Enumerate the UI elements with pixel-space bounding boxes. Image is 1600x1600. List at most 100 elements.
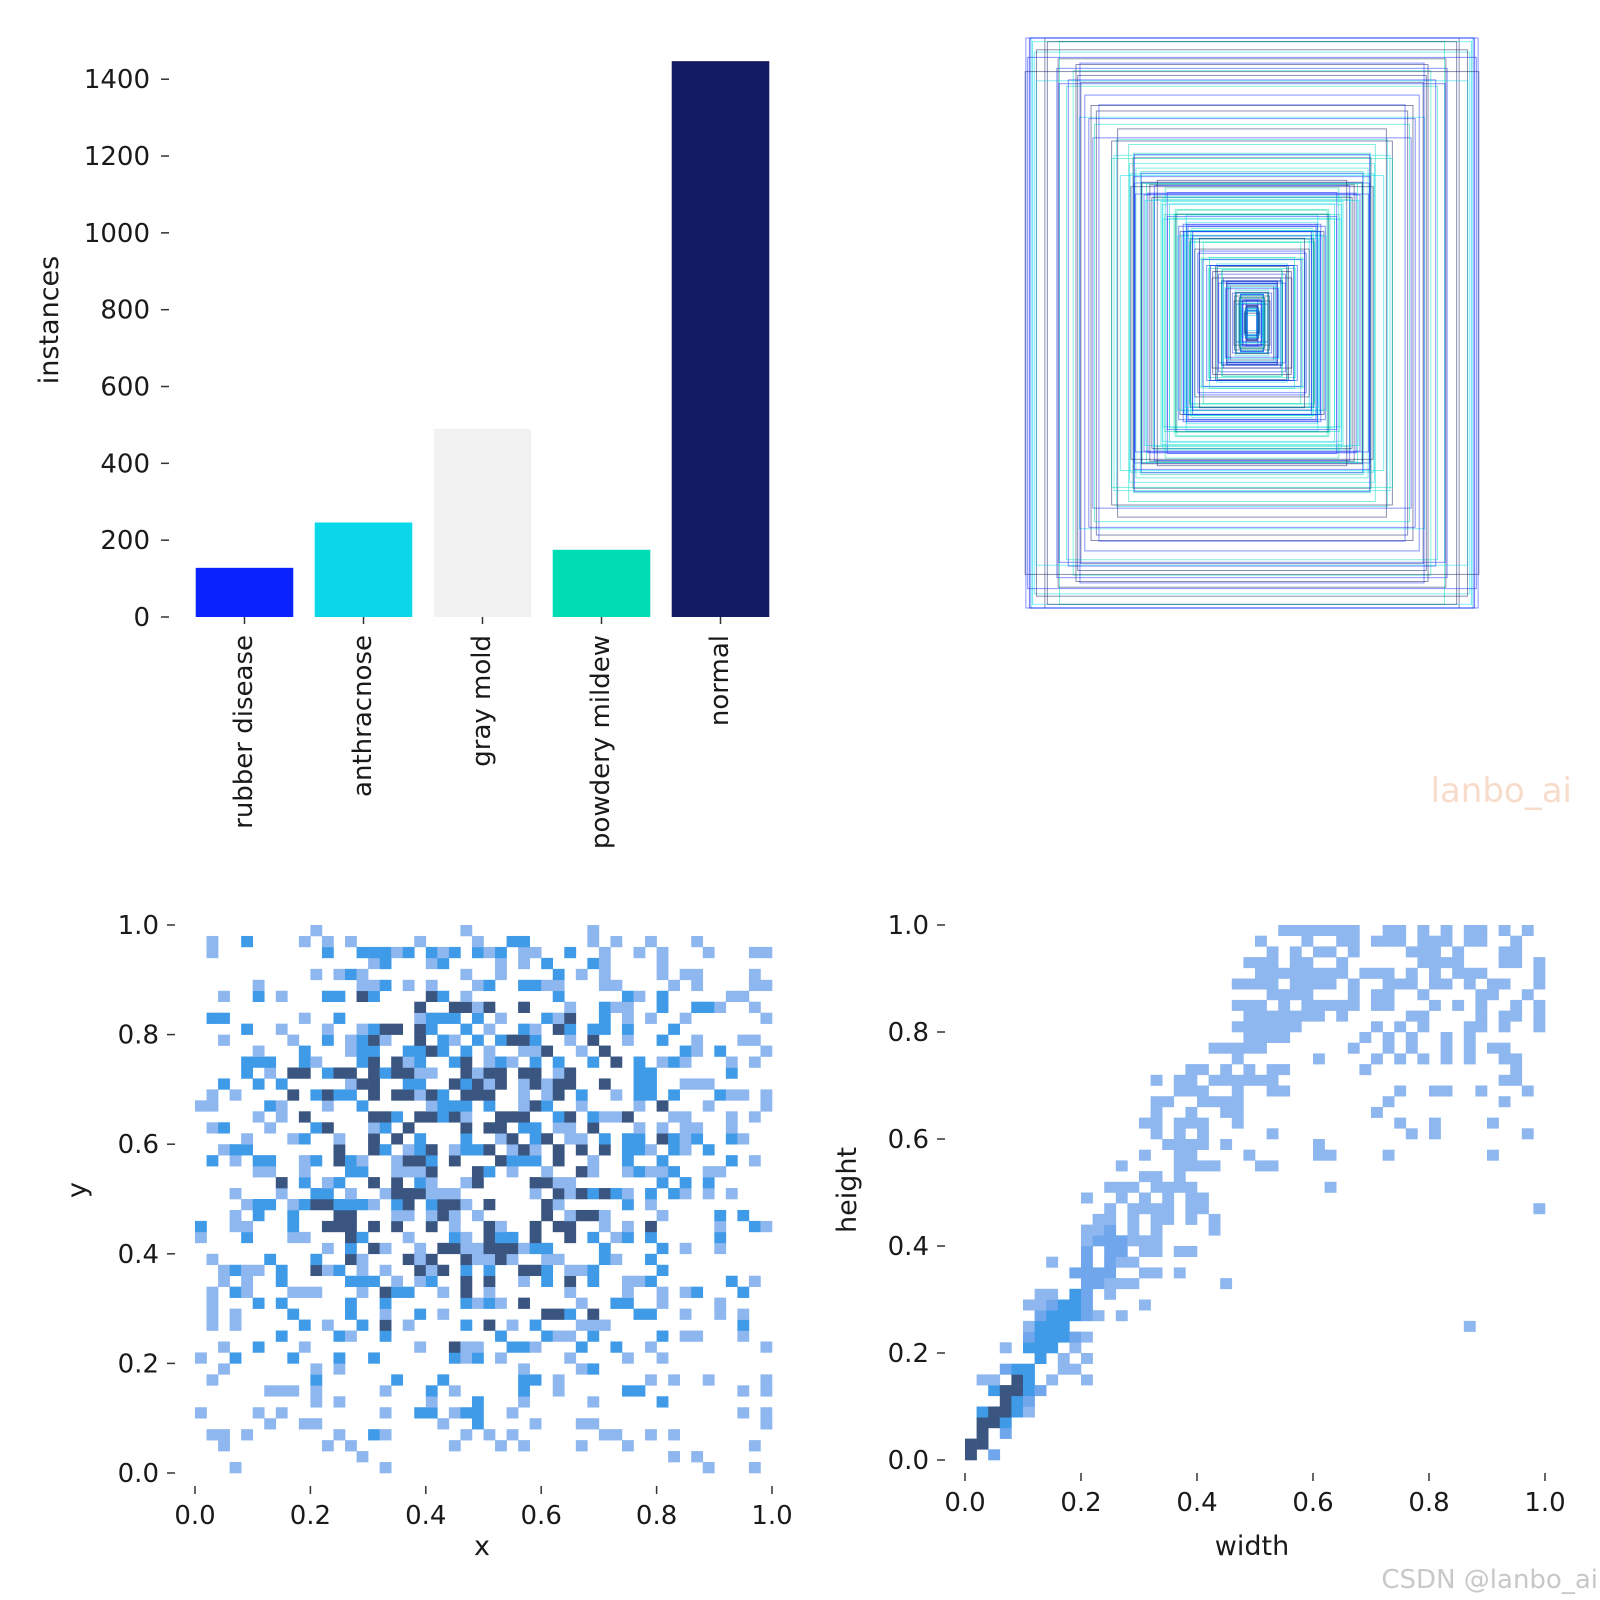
xy-heatmap-cell (448, 1078, 461, 1090)
xy-heatmap-cell (483, 1078, 496, 1090)
xy-heatmap-cell (321, 1067, 334, 1079)
wh-heatmap-cell (1069, 1342, 1082, 1354)
xy-heatmap-cell (645, 1199, 657, 1211)
wh-heatmap-cell (1313, 946, 1325, 958)
xy-heatmap-cell (495, 1220, 507, 1233)
wh-heatmap-cell (1255, 1042, 1267, 1054)
xy-heatmap-cell (460, 1067, 473, 1079)
wh-heatmap-cell (1255, 1021, 1267, 1033)
wh-heatmap-cell (1533, 1203, 1546, 1215)
xy-heatmap-cell (633, 1385, 646, 1397)
xy-heatmap-cell (229, 1319, 242, 1331)
bar-y-axis-label: instances (34, 256, 65, 384)
wh-heatmap-cell (1405, 1032, 1418, 1043)
xy-heatmap-cell (668, 1429, 680, 1441)
wh-heatmap-cell (1185, 1106, 1198, 1118)
xy-heatmap-cell (529, 1045, 542, 1057)
xy-heatmap-cell (552, 1023, 565, 1035)
xy-heatmap-cell (414, 1242, 427, 1255)
xy-heatmap-cell (425, 1023, 438, 1035)
xy-heatmap-cell (379, 1385, 392, 1397)
xy-heatmap-cell (506, 1166, 519, 1178)
wh-heatmap-cell (988, 1406, 1001, 1418)
xy-heatmap-cell (471, 1253, 484, 1266)
xy-y-tick-label: 1.0 (118, 911, 159, 941)
xy-heatmap-cell (541, 1330, 554, 1342)
xy-heatmap-cell (437, 1034, 450, 1046)
xy-heatmap-cell (298, 1177, 311, 1189)
xy-heatmap-cell (552, 1089, 565, 1101)
xy-heatmap-cell (321, 1089, 334, 1101)
label-box (1200, 257, 1304, 389)
wh-heatmap-cell (1034, 1299, 1047, 1311)
label-box (1080, 81, 1424, 565)
wh-heatmap-cell (1440, 1032, 1453, 1043)
xy-heatmap-cell (541, 1012, 554, 1024)
xy-heatmap-cell (552, 1374, 565, 1386)
xy-heatmap-cell (587, 1264, 600, 1277)
xy-heatmap-cell (495, 1133, 507, 1145)
xy-heatmap-cell (345, 1199, 357, 1211)
xy-heatmap-cell (691, 979, 704, 992)
xy-heatmap-cell (460, 1111, 473, 1123)
wh-y-tick-label: 0.8 (888, 1018, 929, 1048)
wh-heatmap-cell (1139, 1149, 1151, 1161)
xy-heatmap-cell (679, 1012, 692, 1024)
wh-heatmap-cell (1405, 946, 1418, 958)
wh-heatmap-cell (1359, 1064, 1372, 1076)
label-box (1075, 64, 1429, 582)
wh-heatmap-cell (1208, 1074, 1221, 1086)
xy-heatmap-cell (714, 1166, 727, 1178)
xy-heatmap-cell (725, 1067, 738, 1079)
xy-heatmap-cell (495, 1330, 507, 1342)
xy-heatmap-cell (518, 946, 530, 959)
xy-heatmap-cell (333, 1177, 346, 1189)
xy-heatmap-cell (506, 1242, 519, 1255)
label-box (1241, 308, 1263, 338)
wh-heatmap-cell (1115, 1160, 1128, 1172)
xy-heatmap-cell (691, 935, 704, 948)
xy-heatmap-cell (425, 1100, 438, 1112)
xy-heatmap-cell (414, 1155, 427, 1167)
xy-heatmap-cell (448, 1220, 461, 1233)
wh-heatmap-cell (1440, 925, 1453, 936)
wh-heatmap-cell (1289, 946, 1302, 958)
xy-heatmap-cell (287, 1352, 300, 1364)
wh-heatmap-cell (1440, 957, 1453, 969)
xy-heatmap-cell (460, 1264, 473, 1277)
xy-heatmap-cell (368, 1144, 380, 1156)
wh-heatmap-cell (1185, 1139, 1198, 1150)
xy-heatmap-cell (506, 935, 519, 948)
xy-heatmap-cell (679, 1056, 692, 1068)
xy-heatmap-cell (679, 1122, 692, 1134)
xy-heatmap-cell (668, 1056, 680, 1068)
xy-heatmap-cell (679, 968, 692, 981)
wh-heatmap-cell (1313, 1053, 1325, 1065)
label-box (1243, 311, 1261, 335)
xy-heatmap-cell (564, 1188, 577, 1200)
xy-heatmap-cell (610, 1188, 623, 1200)
xy-heatmap-cell (529, 1220, 542, 1233)
xy-heatmap-cell (448, 1407, 461, 1419)
xy-heatmap-cell (206, 1429, 219, 1441)
xy-heatmap-cell (460, 1177, 473, 1189)
xy-heatmap-cell (564, 1122, 577, 1134)
xy-heatmap-cell (529, 1341, 542, 1353)
wh-heatmap-cell (1336, 967, 1349, 979)
xy-heatmap-cell (541, 1242, 554, 1255)
xy-heatmap-cell (241, 1275, 253, 1287)
wh-heatmap-cell (1255, 935, 1267, 947)
xy-heatmap-cell (448, 1242, 461, 1255)
xy-heatmap-cell (448, 1209, 461, 1222)
xy-heatmap-cell (287, 1385, 300, 1397)
xy-heatmap-cell (321, 1319, 334, 1331)
xy-heatmap-cell (218, 1440, 230, 1452)
wh-heatmap-cell (1371, 999, 1383, 1011)
xy-heatmap-cell (621, 990, 634, 1003)
wh-heatmap-cell (1429, 1085, 1441, 1097)
wh-heatmap-cell (1081, 1374, 1093, 1386)
wh-heatmap-cell (1510, 935, 1523, 947)
xy-heatmap-cell (391, 1209, 404, 1222)
xy-heatmap-cell (425, 1396, 438, 1408)
xy-heatmap-cell (368, 1034, 380, 1046)
